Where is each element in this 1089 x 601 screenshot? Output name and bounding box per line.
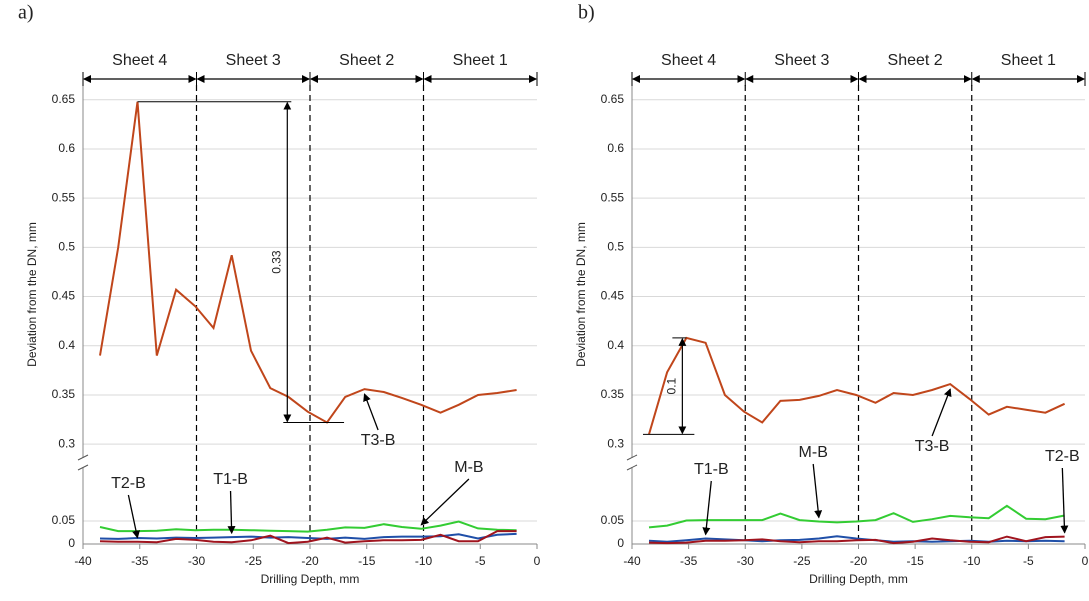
x-axis-label: Drilling Depth, mm [261,572,360,586]
x-tick-label: -20 [850,554,868,568]
x-tick-label: -15 [906,554,924,568]
sheet-label: Sheet 2 [339,52,394,69]
x-tick-label: -15 [358,554,376,568]
x-tick-label: 0 [1082,554,1089,568]
x-tick-label: -5 [1023,554,1034,568]
series-line [99,532,517,540]
panel-label: a) [18,2,34,24]
series-label: T1-B [694,461,729,478]
y-tick-label: 0.3 [58,436,75,450]
series-label: T1-B [213,471,248,488]
series-label: M-B [454,459,483,476]
series-label: T3-B [361,432,396,449]
series-label: T2-B [111,475,146,492]
dimension-label: 0.1 [665,377,679,394]
y-tick-label: 0 [68,536,75,550]
x-tick-label: 0 [534,554,541,568]
y-tick-label: 0.05 [52,513,76,527]
series-label-arrow [931,388,952,437]
x-tick-label: -25 [793,554,811,568]
y-tick-label: 0.6 [607,141,624,155]
sheet-label: Sheet 3 [774,52,829,69]
y-tick-label: 0.55 [52,190,76,204]
series-label-arrow [1060,467,1069,534]
sheet-label: Sheet 3 [226,52,281,69]
series-label: T2-B [1045,448,1080,465]
series-label: T3-B [915,438,950,455]
axis-break [626,454,638,471]
x-tick-label: -35 [131,554,149,568]
series-label-arrow [127,494,140,539]
axis-break [77,454,89,471]
y-tick-label: 0.35 [601,387,625,401]
sheet-label: Sheet 1 [453,52,508,69]
x-tick-label: -10 [963,554,981,568]
x-tick-label: -40 [74,554,92,568]
x-tick-label: -20 [301,554,319,568]
series-label-arrow [227,490,236,535]
y-tick-label: 0.65 [601,92,625,106]
sheet-label: Sheet 2 [888,52,943,69]
series-label-arrow [363,393,379,431]
series-line [648,504,1065,529]
y-tick-label: 0.45 [601,289,625,303]
x-tick-label: -35 [680,554,698,568]
x-tick-label: -10 [415,554,433,568]
sheet-label: Sheet 1 [1001,52,1056,69]
y-tick-label: 0.4 [607,338,624,352]
dimension-label: 0.33 [269,250,283,274]
y-tick-label: 0.65 [52,92,76,106]
panel-label: b) [578,2,595,24]
series-line [648,535,1065,545]
y-tick-label: 0.35 [52,387,76,401]
series-label-arrow [420,478,470,526]
y-tick-label: 0.45 [52,289,76,303]
y-tick-label: 0.55 [601,190,625,204]
x-tick-label: -30 [737,554,755,568]
y-axis-label: Deviation from the DN, mm [25,222,39,367]
y-tick-label: 0.5 [58,240,75,254]
y-axis-label: Deviation from the DN, mm [574,222,588,367]
x-tick-label: -40 [623,554,641,568]
series-line [648,336,1066,435]
x-tick-label: -30 [188,554,206,568]
series-line [99,520,517,533]
series-line [99,530,517,545]
series-line [99,101,517,424]
x-tick-label: -5 [475,554,486,568]
series-line [648,535,1065,543]
series-label: M-B [799,444,828,461]
y-tick-label: 0.3 [607,436,624,450]
y-tick-label: 0.05 [601,513,625,527]
sheet-label: Sheet 4 [661,52,716,69]
y-tick-label: 0 [617,536,624,550]
x-tick-label: -25 [245,554,263,568]
series-label-arrow [702,480,712,536]
y-tick-label: 0.4 [58,338,75,352]
sheet-label: Sheet 4 [112,52,167,69]
x-axis-label: Drilling Depth, mm [809,572,908,586]
y-tick-label: 0.6 [58,141,75,155]
series-label-arrow [812,463,823,519]
y-tick-label: 0.5 [607,240,624,254]
